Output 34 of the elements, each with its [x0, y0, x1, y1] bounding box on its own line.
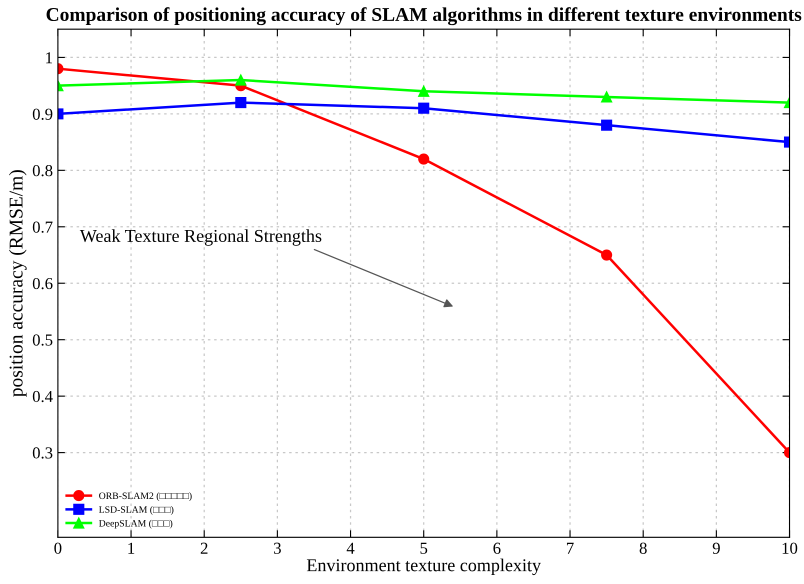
legend-label: LSD-SLAM (□□□)	[99, 506, 174, 515]
point	[601, 91, 612, 102]
x-tick-label: 7	[566, 542, 574, 554]
point	[418, 102, 430, 114]
annotation: Weak Texture Regional Strengths	[80, 229, 322, 246]
x-tick-label: 10	[782, 542, 798, 554]
y-tick-label: 0.3	[32, 447, 52, 459]
y-tick-label: 0.6	[32, 278, 53, 290]
x-tick-label: 5	[420, 542, 428, 554]
y-tick-label: 0.5	[32, 334, 52, 346]
x-tick-label: 3	[274, 542, 281, 554]
legend-label: DeepSLAM (□□□)	[99, 520, 172, 529]
point	[418, 153, 430, 165]
point	[235, 74, 246, 86]
x-tick-label: 1	[128, 542, 134, 554]
point	[418, 86, 430, 97]
x-tick-label: 9	[712, 542, 720, 554]
x-axis-title: Environment texture complexity	[306, 558, 541, 576]
legend-label: ORB-SLAM2 (□□□□□)	[99, 492, 192, 502]
y-tick-label: 0.8	[32, 165, 52, 176]
chart-title: Comparison of positioning accuracy of SLAM algorithms in different texture environments	[46, 7, 802, 26]
point	[235, 97, 246, 108]
x-tick-label: 2	[200, 542, 208, 554]
x-tick-label: 8	[640, 542, 647, 554]
y-tick-label: 1	[46, 52, 52, 64]
y-tick-label: 0.7	[32, 221, 53, 233]
x-tick-label: 4	[346, 542, 354, 554]
x-tick-label: 0	[54, 542, 62, 554]
x-tick-label: 6	[493, 542, 501, 554]
y-tick-label: 0.9	[32, 108, 52, 120]
point	[601, 249, 612, 261]
y-tick-label: 0.4	[32, 390, 53, 402]
point	[601, 120, 612, 131]
y-axis-title: position accuracy (RMSE/m)	[8, 170, 27, 397]
